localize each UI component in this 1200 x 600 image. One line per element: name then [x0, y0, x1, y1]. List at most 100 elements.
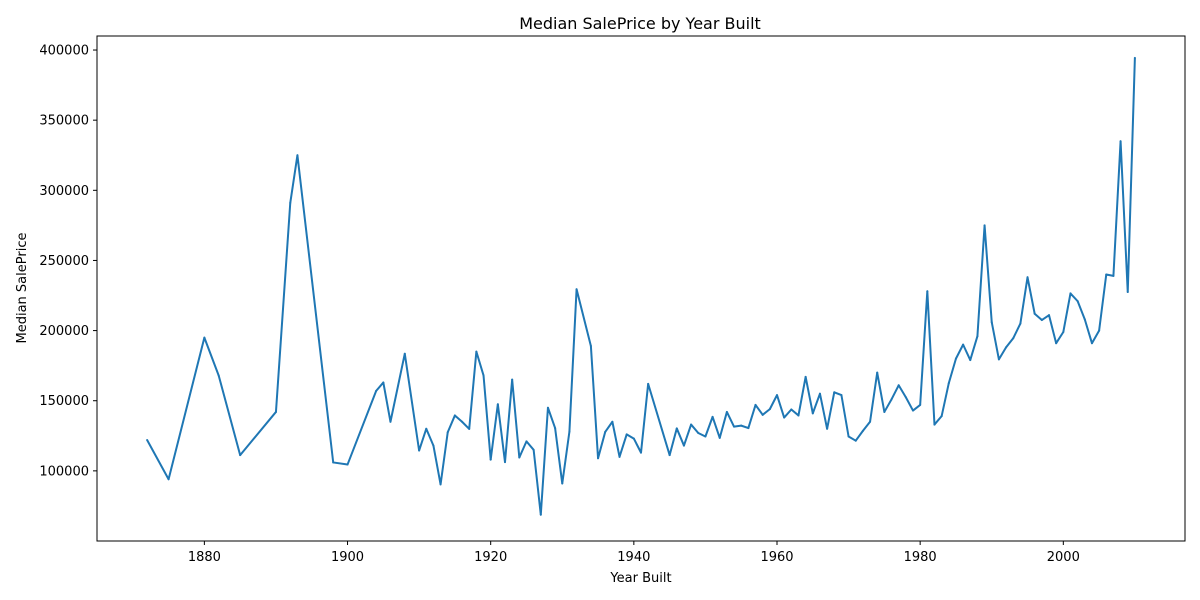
data-point	[940, 415, 943, 418]
data-point	[504, 461, 506, 464]
y-axis-label: Median SalePrice	[15, 233, 30, 344]
data-point	[496, 403, 499, 406]
data-point	[167, 478, 170, 481]
data-point	[883, 410, 886, 413]
x-tick-label: 1900	[331, 550, 364, 565]
data-point	[919, 403, 922, 406]
data-point	[718, 436, 721, 439]
data-point	[962, 343, 965, 346]
y-axis-ticks: 100000 150000 200000 250000 300000 350000 4000…	[39, 44, 97, 479]
data-point	[632, 437, 635, 440]
data-point	[425, 427, 428, 430]
data-point	[1098, 329, 1101, 332]
data-point	[625, 433, 628, 436]
data-point	[747, 427, 750, 430]
data-point	[697, 431, 700, 434]
y-tick-label: 200000	[39, 324, 89, 339]
data-point	[439, 483, 442, 486]
data-point	[1012, 337, 1015, 340]
y-tick-label: 100000	[39, 464, 89, 479]
data-point	[933, 423, 936, 426]
x-tick-label: 1980	[904, 550, 937, 565]
data-point	[475, 350, 478, 353]
data-point	[761, 413, 764, 416]
plot-area-frame	[96, 35, 1186, 542]
data-point	[640, 451, 642, 454]
data-point	[912, 409, 914, 412]
y-tick-label: 350000	[39, 114, 89, 129]
data-point	[890, 398, 893, 401]
data-point	[997, 358, 1000, 361]
data-point	[776, 394, 778, 397]
data-point	[1069, 292, 1072, 295]
chart-title: Median SalePrice by Year Built	[519, 14, 761, 33]
x-tick-label: 1960	[760, 550, 793, 565]
data-point	[532, 448, 535, 451]
data-point	[840, 394, 843, 397]
data-point	[289, 201, 292, 204]
data-point	[597, 457, 600, 460]
data-point	[482, 374, 485, 377]
data-point	[568, 430, 571, 433]
data-point	[511, 378, 514, 381]
data-point	[818, 392, 821, 395]
y-tick-label: 400000	[39, 44, 89, 59]
data-point	[518, 456, 521, 459]
data-point	[675, 427, 678, 430]
data-point	[783, 416, 786, 419]
data-point	[947, 382, 950, 385]
data-point	[725, 410, 728, 413]
x-tick-label: 1940	[617, 550, 650, 565]
data-point	[589, 345, 592, 348]
data-point	[1055, 342, 1058, 345]
data-point	[904, 396, 907, 399]
data-point	[203, 336, 206, 339]
data-point	[546, 406, 549, 409]
data-point	[489, 458, 492, 461]
data-point	[432, 444, 435, 447]
data-point	[382, 381, 385, 384]
data-point	[1005, 346, 1008, 349]
data-point	[1119, 140, 1122, 143]
data-point	[1062, 330, 1065, 333]
data-point	[468, 427, 471, 430]
data-point	[146, 439, 149, 441]
data-point	[239, 454, 242, 457]
data-point	[668, 454, 671, 457]
y-tick-label: 300000	[39, 184, 89, 199]
data-point	[604, 430, 607, 433]
data-point	[983, 224, 986, 227]
data-point	[1048, 314, 1050, 317]
data-point	[833, 391, 836, 394]
data-point	[453, 414, 456, 417]
data-point	[682, 444, 685, 447]
data-point	[790, 408, 793, 411]
data-point	[797, 414, 800, 417]
y-tick-label: 150000	[39, 394, 89, 409]
series-line	[146, 57, 1136, 516]
data-point	[1033, 312, 1036, 315]
data-point	[954, 357, 957, 360]
data-point	[926, 290, 929, 293]
x-tick-label: 2000	[1047, 550, 1080, 565]
x-tick-label: 1880	[188, 550, 221, 565]
data-point	[1019, 322, 1022, 325]
data-point	[539, 513, 542, 516]
y-tick-label: 250000	[39, 254, 89, 269]
data-point	[1090, 342, 1093, 345]
data-point	[1040, 319, 1043, 322]
data-point	[1105, 273, 1108, 276]
data-point	[1133, 56, 1136, 59]
data-point	[461, 420, 464, 423]
data-point	[389, 420, 392, 423]
data-point	[1076, 300, 1079, 303]
data-point	[754, 403, 757, 406]
data-point	[768, 408, 771, 411]
data-point	[346, 463, 349, 466]
x-tick-label: 1920	[474, 550, 507, 565]
data-point	[611, 420, 614, 423]
data-point	[804, 375, 807, 378]
data-point	[561, 482, 564, 485]
data-point	[1126, 291, 1129, 294]
data-point	[861, 429, 864, 432]
